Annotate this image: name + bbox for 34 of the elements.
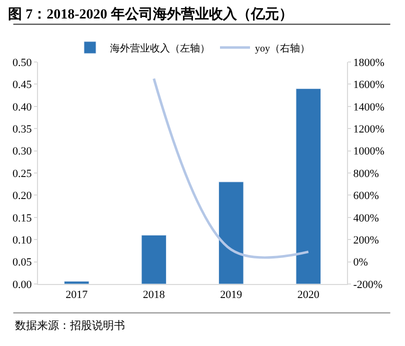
bar	[218, 182, 244, 284]
y2-tick-label: -200%	[353, 278, 383, 291]
bar	[141, 234, 166, 284]
y2-tick-label: 200%	[353, 234, 379, 246]
y-tick-label: 0.15	[12, 212, 32, 224]
y2-tick-label: 0%	[353, 256, 368, 269]
y2-tick-label: 1800%	[353, 56, 384, 69]
y2-tick-label: 600%	[353, 190, 379, 202]
legend-label: yoy（右轴）	[255, 42, 310, 54]
y-tick-label: 0.35	[12, 123, 32, 136]
x-tick-label: 2019	[220, 289, 243, 302]
y2-tick-label: 1600%	[353, 79, 384, 92]
y-tick-label: 0.20	[12, 190, 32, 202]
legend-label: 海外营业收入（左轴）	[110, 42, 210, 54]
y-tick-label: 0.45	[12, 79, 32, 92]
bar	[64, 281, 90, 284]
y2-tick-label: 400%	[353, 212, 379, 224]
chart-title: 图 7：2018-2020 年公司海外营业收入（亿元）	[8, 6, 293, 22]
bar	[296, 88, 321, 284]
x-tick-label: 2017	[66, 289, 88, 302]
y-tick-label: 0.25	[12, 168, 32, 180]
y-tick-label: 0.30	[12, 146, 32, 158]
y2-tick-label: 1000%	[353, 146, 384, 158]
y-tick-label: 0.10	[12, 234, 32, 246]
y-tick-label: 0.05	[12, 256, 32, 269]
y-tick-label: 0.50	[12, 56, 32, 69]
source-note: 数据来源：招股说明书	[15, 319, 125, 332]
y-tick-label: 0.00	[12, 278, 32, 291]
y2-tick-label: 1400%	[353, 101, 384, 114]
y-tick-label: 0.40	[12, 101, 32, 114]
x-tick-label: 2020	[297, 289, 320, 302]
y2-tick-label: 800%	[353, 168, 379, 180]
x-tick-label: 2018	[142, 289, 166, 302]
y2-tick-label: 1200%	[353, 123, 384, 136]
